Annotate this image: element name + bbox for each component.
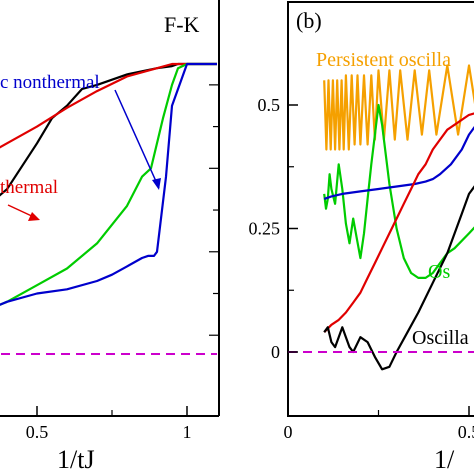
panel-a-series-3: [0, 62, 217, 306]
panel-a-xtick-label-0: 0.5: [26, 422, 49, 442]
panel-a-xlabel: 1/tJ: [57, 445, 95, 474]
panel-b-annotation-green: Os: [428, 261, 450, 283]
panel-a-arrow-blue: [114, 89, 160, 189]
panel-b-annotation-black: Oscilla: [412, 327, 469, 349]
panel-b-annotation-orange: Persistent oscilla: [316, 49, 451, 71]
panel-b-series-1: [323, 103, 474, 279]
panel-a-series-0: [0, 62, 217, 197]
panel-a-label: F-K: [164, 12, 200, 37]
panel-b-series-4: [323, 185, 474, 371]
panel-a-arrowhead-red: [28, 212, 40, 221]
panel-a-annotation-blue: c nonthermal: [0, 72, 100, 93]
panel-b-xtick-label-0: 0: [284, 422, 293, 442]
panel-b-xtick-label-1: 0.5: [458, 422, 474, 442]
panel-b-frame: [287, 1, 474, 417]
panel-b-series-3: [323, 112, 474, 333]
panel-b-xlabel: 1/: [434, 445, 455, 474]
panel-b-series-2: [323, 125, 474, 200]
panel-a: 0.5 1 F-K 1/tJ c nonthermal thermal: [0, 0, 220, 474]
panel-a-series-1: [0, 62, 217, 149]
panel-a-series-2: [0, 62, 217, 306]
panel-b-label: (b): [296, 8, 322, 33]
panel-b: 0 0.5 0 0.25 0.5 (b) 1/ Persistent oscilla O…: [249, 1, 474, 474]
panel-a-xtick-label-1: 1: [183, 422, 192, 442]
panel-b-ytick-label-2: 0.5: [258, 95, 281, 115]
panel-b-series-0: [323, 64, 474, 151]
panel-b-ytick-label-1: 0.25: [249, 219, 281, 239]
panel-b-ytick-label-0: 0: [271, 342, 280, 362]
panel-a-arrowhead-blue: [152, 178, 161, 190]
panel-a-annotation-red: thermal: [0, 177, 58, 198]
